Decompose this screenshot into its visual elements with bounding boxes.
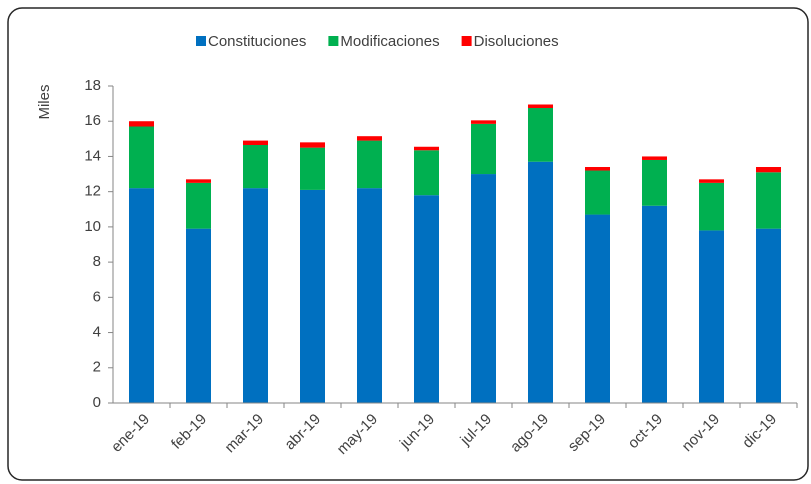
bar-segment xyxy=(414,150,439,196)
bar-segment xyxy=(129,121,154,127)
bar-segment xyxy=(642,159,667,206)
y-tick-label: 4 xyxy=(93,324,101,341)
y-tick-label: 10 xyxy=(84,218,101,235)
bar-segment xyxy=(756,228,781,403)
bar-segment xyxy=(699,179,724,183)
legend-label: Constituciones xyxy=(208,33,306,50)
y-tick-label: 14 xyxy=(84,147,101,164)
y-tick-label: 6 xyxy=(93,288,101,305)
bar-segment xyxy=(357,188,382,403)
bar-segment xyxy=(129,188,154,403)
bar-segment xyxy=(186,182,211,229)
bar-segment xyxy=(756,167,781,173)
bar-segment xyxy=(642,205,667,403)
bar-segment xyxy=(243,188,268,403)
bar-segment xyxy=(585,170,610,215)
bar-segment xyxy=(699,182,724,231)
bar-segment xyxy=(414,195,439,403)
legend-swatch xyxy=(328,36,339,46)
bar-segment xyxy=(585,167,610,171)
y-tick-label: 8 xyxy=(93,253,101,270)
legend-swatch xyxy=(461,36,472,46)
legend-swatch xyxy=(196,36,206,46)
bar-segment xyxy=(528,161,553,403)
bar-segment xyxy=(756,172,781,229)
bar-segment xyxy=(585,214,610,403)
bar-segment xyxy=(642,156,667,160)
bar-segment xyxy=(129,126,154,189)
bar-segment xyxy=(699,230,724,403)
bar-segment xyxy=(357,140,382,189)
y-tick-label: 12 xyxy=(84,183,101,200)
bar-segment xyxy=(357,136,382,141)
bar-segment xyxy=(300,189,325,403)
bar-segment xyxy=(300,142,325,148)
bar-segment xyxy=(186,179,211,183)
bar-segment xyxy=(471,120,496,124)
y-tick-label: 0 xyxy=(93,394,101,411)
y-tick-label: 2 xyxy=(93,359,101,376)
bar-segment xyxy=(243,140,268,145)
bar-segment xyxy=(471,123,496,175)
bar-segment xyxy=(471,174,496,403)
y-tick-label: 18 xyxy=(84,77,101,94)
bar-segment xyxy=(300,147,325,190)
chart-border xyxy=(7,7,809,481)
bar-segment xyxy=(528,108,553,162)
bar-segment xyxy=(528,104,553,109)
bar-segment xyxy=(243,144,268,189)
y-axis-label: Miles xyxy=(36,84,53,119)
bar-segment xyxy=(414,146,439,151)
legend-label: Disoluciones xyxy=(474,33,559,50)
legend-label: Modificaciones xyxy=(340,33,439,50)
bar-segment xyxy=(186,228,211,403)
y-tick-label: 16 xyxy=(84,112,101,129)
